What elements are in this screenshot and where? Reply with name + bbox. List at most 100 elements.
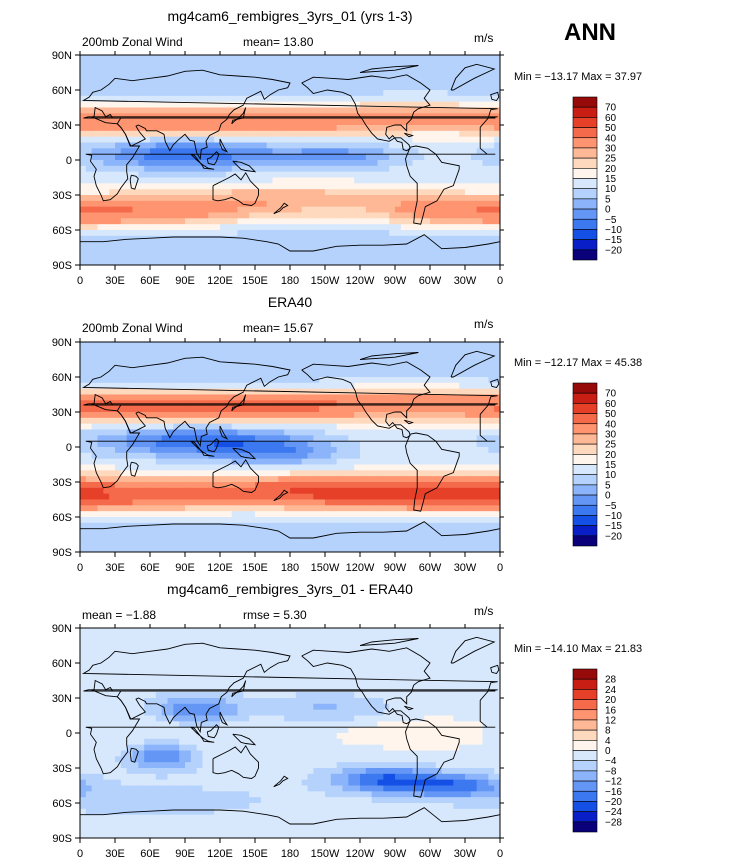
- field-cell: [342, 365, 349, 372]
- field-cell: [360, 505, 367, 512]
- field-cell: [115, 55, 122, 62]
- field-cell: [336, 259, 343, 266]
- field-cell: [115, 171, 122, 178]
- field-cell: [494, 259, 501, 266]
- field-cell: [260, 224, 268, 231]
- field-cell: [80, 235, 87, 243]
- field-cell: [278, 470, 285, 477]
- field-cell: [249, 142, 256, 149]
- field-cell: [360, 259, 367, 266]
- field-cell: [488, 452, 495, 460]
- field-cell: [208, 189, 215, 196]
- field-cell: [255, 84, 262, 91]
- field-cell: [313, 160, 320, 167]
- field-cell: [377, 505, 384, 512]
- field-cell: [465, 517, 472, 524]
- field-cell: [80, 241, 87, 248]
- field-cell: [120, 95, 128, 103]
- field-cell: [196, 206, 203, 213]
- field-cell: [389, 165, 396, 173]
- field-cell: [470, 177, 478, 184]
- field-cell: [476, 259, 483, 266]
- field-cell: [190, 347, 198, 355]
- field-cell: [418, 435, 425, 442]
- field-cell: [225, 429, 233, 436]
- field-cell: [255, 253, 262, 260]
- field-cell: [161, 107, 168, 114]
- field-cell: [243, 476, 250, 483]
- field-cell: [389, 371, 396, 378]
- field-cell: [371, 218, 378, 225]
- field-cell: [202, 160, 209, 167]
- field-cell: [319, 55, 326, 62]
- coastline-segment: [301, 74, 431, 152]
- field-cell: [132, 353, 139, 360]
- field-cell: [103, 423, 110, 430]
- field-cell: [190, 101, 198, 108]
- field-cell: [144, 388, 151, 395]
- field-cell: [202, 55, 209, 62]
- field-cell: [155, 107, 163, 114]
- field-cell: [132, 487, 139, 495]
- field-cell: [272, 342, 279, 349]
- field-cell: [389, 464, 396, 471]
- field-cell: [476, 235, 483, 243]
- field-cell: [342, 224, 349, 231]
- field-cell: [179, 189, 186, 196]
- field-cell: [354, 177, 361, 184]
- field-cell: [97, 125, 104, 132]
- field-cell: [173, 452, 180, 460]
- field-cell: [424, 177, 431, 184]
- field-cell: [406, 200, 413, 208]
- field-cell: [371, 417, 378, 425]
- field-cell: [190, 429, 198, 436]
- field-cell: [220, 148, 227, 155]
- field-cell: [161, 470, 168, 477]
- field-cell: [441, 177, 448, 184]
- field-cell: [132, 417, 139, 425]
- field-cell: [260, 136, 268, 143]
- field-cell: [435, 90, 443, 97]
- field-cell: [214, 342, 221, 349]
- field-cell: [220, 412, 227, 419]
- field-cell: [430, 230, 437, 237]
- field-cell: [319, 522, 326, 530]
- field-cell: [161, 458, 168, 465]
- field-cell: [348, 388, 355, 395]
- field-cell: [190, 493, 198, 500]
- field-cell: [208, 72, 215, 79]
- field-cell: [190, 517, 198, 524]
- field-cell: [342, 499, 349, 506]
- field-cell: [435, 365, 443, 372]
- field-cell: [441, 470, 448, 477]
- field-cell: [313, 342, 320, 349]
- field-cell: [406, 423, 413, 430]
- field-cell: [476, 230, 483, 237]
- field-cell: [494, 505, 501, 512]
- field-cell: [330, 189, 338, 196]
- field-cell: [255, 130, 262, 138]
- field-cell: [494, 452, 501, 460]
- field-cell: [441, 119, 448, 126]
- field-cell: [342, 406, 349, 413]
- field-cell: [260, 470, 268, 477]
- field-cell: [389, 452, 396, 460]
- field-cell: [155, 447, 163, 454]
- field-cell: [231, 183, 238, 190]
- field-cell: [301, 435, 308, 442]
- field-cell: [330, 464, 338, 471]
- field-cell: [465, 235, 472, 243]
- field-cell: [313, 441, 320, 448]
- field-cell: [365, 377, 373, 384]
- field-cell: [120, 130, 128, 138]
- field-cell: [389, 148, 396, 155]
- field-cell: [103, 142, 110, 149]
- field-cell: [231, 206, 238, 213]
- field-cell: [249, 482, 256, 489]
- field-cell: [494, 371, 501, 378]
- field-cell: [243, 377, 250, 384]
- field-cell: [266, 253, 273, 260]
- field-cell: [120, 165, 128, 173]
- field-cell: [389, 511, 396, 518]
- field-cell: [208, 160, 215, 167]
